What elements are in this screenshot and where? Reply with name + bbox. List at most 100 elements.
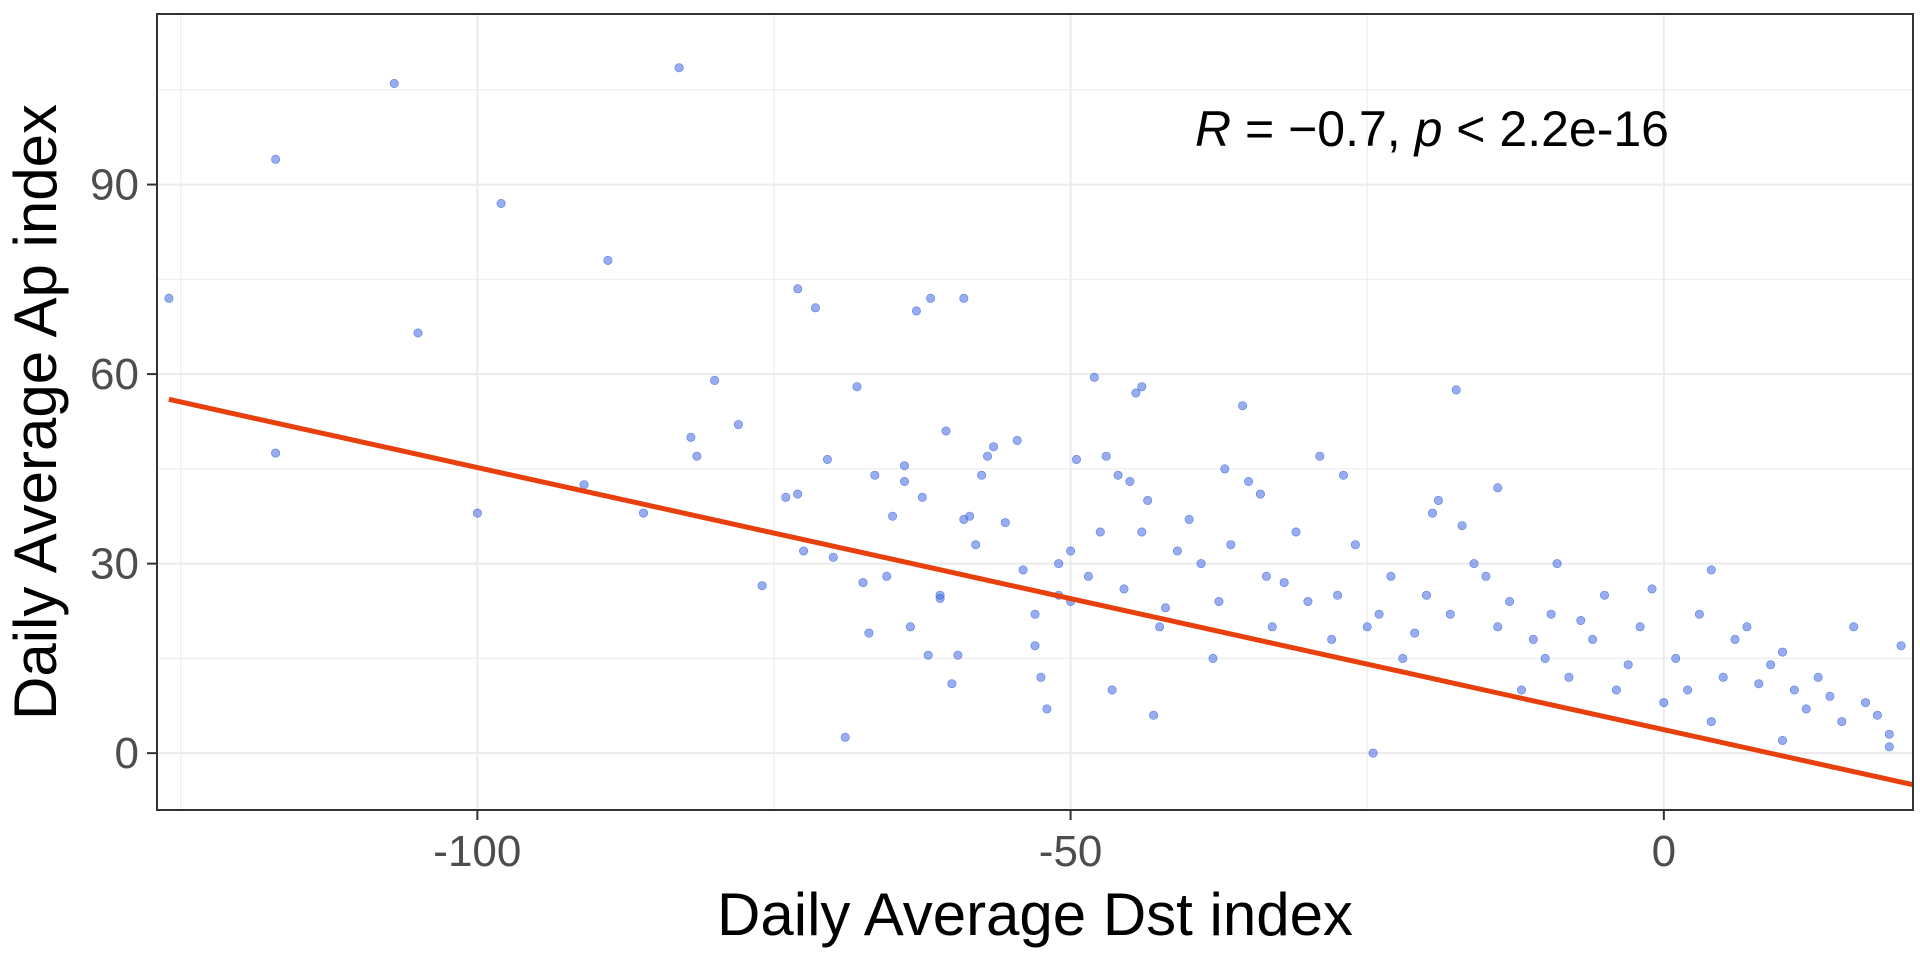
data-point	[1327, 634, 1337, 644]
data-point	[1255, 489, 1265, 499]
data-point	[1036, 672, 1046, 682]
data-point	[965, 511, 975, 521]
data-point	[828, 552, 838, 562]
data-point	[793, 284, 803, 294]
data-point	[1054, 559, 1064, 569]
data-point	[988, 442, 998, 452]
data-point	[1552, 559, 1562, 569]
data-point	[905, 622, 915, 632]
data-point	[1849, 622, 1859, 632]
p-value-text: < 2.2e-16	[1442, 101, 1669, 157]
data-point	[870, 470, 880, 480]
y-tick-label: 90	[90, 161, 139, 210]
data-point	[1196, 559, 1206, 569]
data-point	[710, 375, 720, 385]
data-point	[1303, 596, 1313, 606]
data-point	[810, 303, 820, 313]
data-point	[899, 461, 909, 471]
data-point	[822, 454, 832, 464]
data-point	[899, 476, 909, 486]
data-point	[1107, 685, 1117, 695]
data-point	[496, 199, 506, 209]
data-point	[1172, 546, 1182, 556]
data-point	[1457, 521, 1467, 531]
data-point	[1149, 710, 1159, 720]
data-point	[882, 571, 892, 581]
data-point	[1825, 691, 1835, 701]
data-point	[1837, 717, 1847, 727]
data-point	[793, 489, 803, 499]
data-point	[271, 154, 281, 164]
data-point	[858, 578, 868, 588]
data-point	[1410, 628, 1420, 638]
data-point	[1730, 634, 1740, 644]
data-point	[1896, 641, 1906, 651]
x-axis-title: Daily Average Dst index	[717, 881, 1353, 948]
data-point	[1611, 685, 1621, 695]
data-point	[1226, 540, 1236, 550]
data-point	[1279, 578, 1289, 588]
data-point	[1778, 735, 1788, 745]
data-point	[579, 480, 589, 490]
major-grid	[157, 14, 1913, 810]
data-point	[982, 451, 992, 461]
data-point	[1125, 476, 1135, 486]
correlation-annotation: R = −0.7, p < 2.2e-16	[1195, 101, 1669, 157]
data-point	[1422, 590, 1432, 600]
data-point	[1018, 565, 1028, 575]
data-point	[1184, 514, 1194, 524]
y-axis-title: Daily Average Ap index	[2, 104, 69, 720]
data-point	[971, 540, 981, 550]
data-point	[1872, 710, 1882, 720]
data-point	[1576, 615, 1586, 625]
data-point	[1267, 622, 1277, 632]
data-point	[1113, 470, 1123, 480]
data-point	[1030, 641, 1040, 651]
data-point	[1000, 518, 1010, 528]
data-point	[472, 508, 482, 518]
data-point	[1339, 470, 1349, 480]
data-point	[1238, 401, 1248, 411]
data-point	[603, 255, 613, 265]
data-point	[1368, 748, 1378, 758]
data-point	[852, 382, 862, 392]
data-point	[1671, 653, 1681, 663]
data-point	[1333, 590, 1343, 600]
data-point	[1564, 672, 1574, 682]
data-point	[1244, 476, 1254, 486]
data-point	[1030, 609, 1040, 619]
data-point	[638, 508, 648, 518]
y-ticks: 0 30 60 90	[90, 161, 157, 778]
x-tick-label: -100	[433, 827, 521, 876]
data-point	[1861, 698, 1871, 708]
data-point	[926, 293, 936, 303]
data-point	[977, 470, 987, 480]
data-point	[733, 420, 743, 430]
data-point	[1291, 527, 1301, 537]
data-point	[941, 426, 951, 436]
data-point	[911, 306, 921, 316]
points-layer	[164, 63, 1906, 758]
data-point	[1694, 609, 1704, 619]
data-point	[1214, 596, 1224, 606]
data-point	[959, 293, 969, 303]
data-point	[1517, 685, 1527, 695]
data-point	[1161, 603, 1171, 613]
data-point	[1884, 729, 1894, 739]
data-point	[840, 732, 850, 742]
data-point	[1451, 385, 1461, 395]
data-point	[864, 628, 874, 638]
regression-line	[168, 396, 1914, 788]
data-point	[1012, 435, 1022, 445]
data-point	[1220, 464, 1230, 474]
data-point	[1742, 622, 1752, 632]
data-point	[686, 432, 696, 442]
data-point	[674, 63, 684, 73]
data-point	[1706, 565, 1716, 575]
data-point	[1374, 609, 1384, 619]
data-point	[1600, 590, 1610, 600]
data-point	[1143, 495, 1153, 505]
data-point	[1095, 527, 1105, 537]
